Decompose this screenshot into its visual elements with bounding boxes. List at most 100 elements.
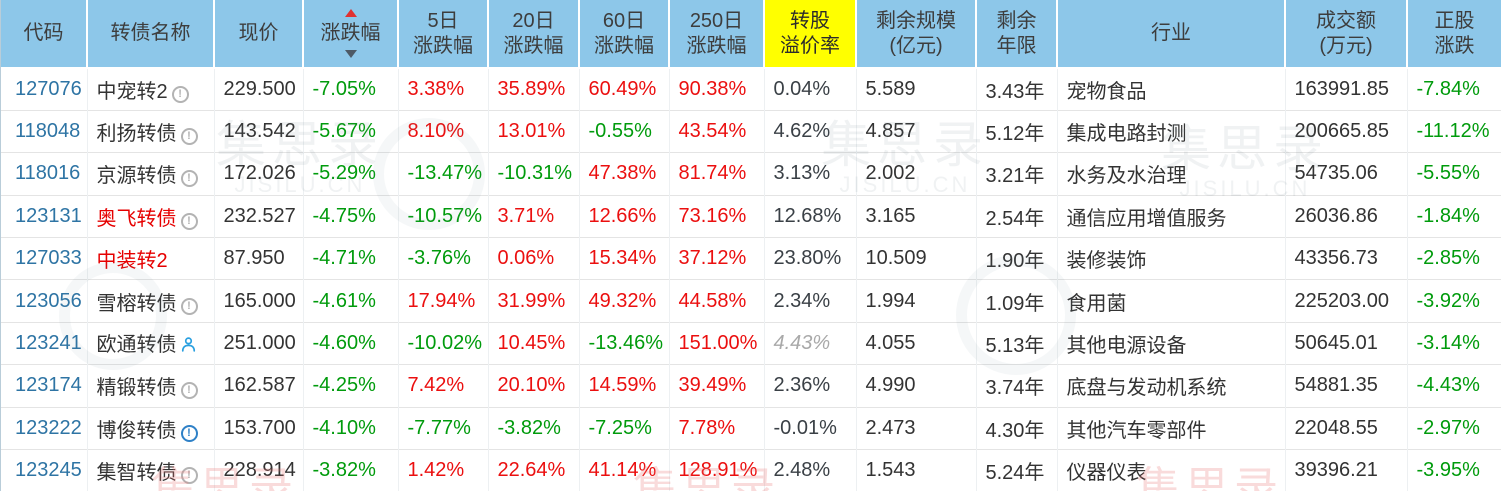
cell-chg: -3.82% (302, 449, 398, 491)
cell-d5: 8.10% (397, 109, 488, 153)
cell-premium: 23.80% (763, 237, 856, 280)
cell-stock: -3.92% (1406, 279, 1501, 323)
bond-code-link[interactable]: 127033 (1, 237, 87, 280)
cell-premium: 12.68% (763, 194, 856, 238)
cell-size: 1.994 (855, 279, 976, 323)
col-header-premium[interactable]: 转股 溢价率 (763, 0, 856, 69)
cell-chg: -4.10% (302, 406, 398, 450)
cell-years: 1.90年 (975, 237, 1057, 280)
bond-name-link[interactable]: 精锻转债 (96, 377, 177, 400)
cell-d250: 37.12% (668, 237, 764, 280)
table-row: 118048 利扬转债 143.542-5.67%8.10%13.01%-0.55%… (1, 109, 1501, 153)
cell-premium: 3.13% (763, 152, 856, 196)
cell-d60: -7.25% (578, 406, 669, 450)
bond-name-link[interactable]: 欧通转债 (96, 334, 177, 357)
info-icon[interactable] (180, 212, 198, 230)
col-label: 现价 (238, 22, 279, 44)
info-icon[interactable] (180, 467, 198, 485)
bond-name-link[interactable]: 中宠转2 (96, 80, 168, 103)
col-header-industry[interactable]: 行业 (1056, 0, 1285, 69)
col-header-size[interactable]: 剩余规模 (亿元) (855, 0, 976, 69)
cell-premium: 4.43% (763, 321, 856, 365)
col-header-d5[interactable]: 5日 涨跌幅 (397, 0, 488, 69)
cell-years: 3.74年 (975, 364, 1057, 408)
col-header-price[interactable]: 现价 (213, 0, 303, 69)
cell-d5: -10.57% (397, 194, 488, 238)
bond-name-link[interactable]: 博俊转债 (96, 419, 177, 442)
bond-code-link[interactable]: 123131 (1, 194, 87, 238)
cell-d250: 43.54% (668, 109, 764, 153)
cell-d20: 13.01% (487, 109, 579, 153)
cell-size: 1.543 (855, 449, 976, 491)
col-header-chg[interactable]: 涨跌幅 (302, 0, 398, 69)
bond-code-link[interactable]: 118016 (1, 152, 87, 196)
cell-chg: -4.60% (302, 321, 398, 365)
sort-asc-icon[interactable] (344, 9, 357, 17)
cell-d250: 39.49% (668, 364, 764, 408)
bond-code-link[interactable]: 123241 (1, 321, 87, 365)
info-icon[interactable] (180, 170, 198, 188)
cell-years: 3.21年 (975, 152, 1057, 196)
cell-d5: 17.94% (397, 279, 488, 323)
col-header-name[interactable]: 转债名称 (86, 0, 214, 69)
bond-code-link[interactable]: 118048 (1, 109, 87, 153)
bond-name-link[interactable]: 雪榕转债 (96, 292, 177, 315)
info-icon[interactable] (171, 85, 189, 103)
col-label: 行业 (1151, 22, 1191, 44)
cell-premium: -0.01% (763, 406, 856, 450)
info-icon[interactable] (180, 297, 198, 315)
cell-turnover: 43356.73 (1284, 237, 1407, 280)
cell-name: 中宠转2 (86, 68, 214, 111)
table-row: 118016 京源转债 172.026-5.29%-13.47%-10.31%47.… (1, 152, 1501, 196)
info-icon[interactable] (180, 382, 198, 400)
table-row: 123131 奥飞转债 232.527-4.75%-10.57%3.71%12.66… (1, 194, 1501, 238)
cell-size: 10.509 (855, 237, 976, 280)
col-label: 5日 涨跌幅 (413, 9, 473, 57)
bond-code-link[interactable]: 123174 (1, 364, 87, 408)
col-header-years[interactable]: 剩余 年限 (975, 0, 1057, 69)
cell-industry: 其他汽车零部件 (1056, 406, 1285, 450)
cell-turnover: 26036.86 (1284, 194, 1407, 238)
col-header-d20[interactable]: 20日 涨跌幅 (487, 0, 579, 69)
cell-d60: 15.34% (578, 237, 669, 280)
info-icon[interactable] (180, 424, 198, 442)
cell-chg: -4.25% (302, 364, 398, 408)
cell-industry: 装修装饰 (1056, 237, 1285, 280)
bond-name-link[interactable]: 奥飞转债 (96, 207, 177, 230)
sort-desc-icon[interactable] (344, 50, 357, 58)
col-header-code[interactable]: 代码 (1, 0, 87, 69)
col-header-stock[interactable]: 正股 涨跌 (1406, 0, 1501, 69)
bond-code-link[interactable]: 123245 (1, 449, 87, 491)
col-header-turnover[interactable]: 成交额 (万元) (1284, 0, 1407, 69)
bond-name-link[interactable]: 集智转债 (96, 462, 177, 485)
person-icon[interactable] (180, 336, 197, 359)
cell-size: 3.165 (855, 194, 976, 238)
cell-price: 228.914 (213, 449, 303, 491)
cell-d20: 10.45% (487, 321, 579, 365)
cell-d60: 12.66% (578, 194, 669, 238)
bond-name-link[interactable]: 利扬转债 (96, 123, 177, 146)
cell-d60: 14.59% (578, 364, 669, 408)
info-icon[interactable] (180, 128, 198, 146)
cell-chg: -7.05% (302, 68, 398, 111)
bond-code-link[interactable]: 123056 (1, 279, 87, 323)
cell-turnover: 50645.01 (1284, 321, 1407, 365)
bond-name-link[interactable]: 中装转2 (96, 250, 168, 273)
cell-d250: 151.00% (668, 321, 764, 365)
cell-price: 229.500 (213, 68, 303, 111)
bond-name-link[interactable]: 京源转债 (96, 165, 177, 188)
col-header-d60[interactable]: 60日 涨跌幅 (578, 0, 669, 69)
cell-d5: -7.77% (397, 406, 488, 450)
cell-name: 奥飞转债 (86, 194, 214, 238)
cell-industry: 水务及水治理 (1056, 152, 1285, 196)
table-row: 123174 精锻转债 162.587-4.25%7.42%20.10%14.59%… (1, 364, 1501, 408)
bond-code-link[interactable]: 127076 (15, 77, 82, 100)
cell-size: 4.857 (855, 109, 976, 153)
col-label: 涨跌幅 (320, 22, 381, 44)
cell-d250: 7.78% (668, 406, 764, 450)
cell-chg: -4.61% (302, 279, 398, 323)
col-header-d250[interactable]: 250日 涨跌幅 (668, 0, 764, 69)
bond-code-link[interactable]: 123222 (1, 406, 87, 450)
cell-industry: 食用菌 (1056, 279, 1285, 323)
